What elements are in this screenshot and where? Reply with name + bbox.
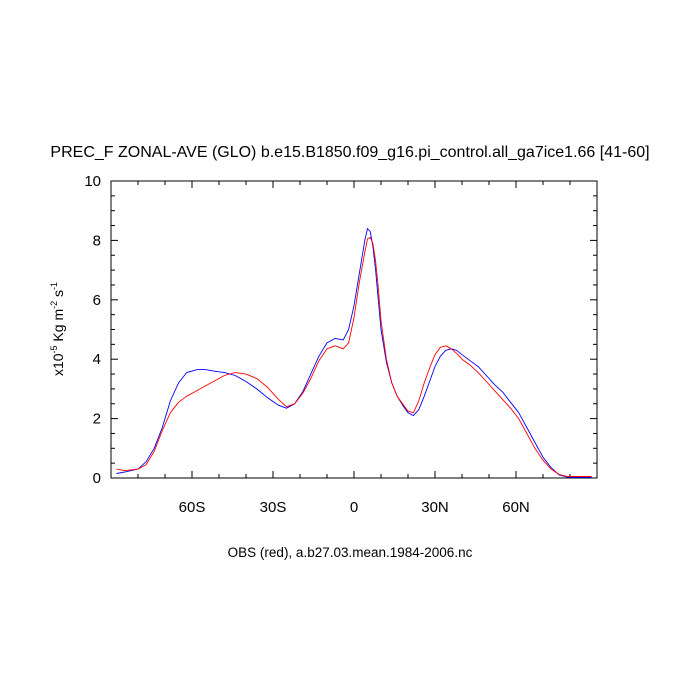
y-axis-label: x10-5 Kg m-2 s-1 (49, 282, 66, 376)
chart-title: PREC_F ZONAL-AVE (GLO) b.e15.B1850.f09_g… (50, 144, 649, 161)
series-line-obs (116, 236, 592, 477)
x-tick-label: 60N (502, 499, 530, 516)
y-tick-label: 2 (93, 411, 101, 428)
x-tick-label: 30N (421, 499, 449, 516)
x-tick-label: 0 (350, 499, 358, 516)
x-axis-caption: OBS (red), a.b27.03.mean.1984-2006.nc (228, 545, 473, 560)
ticks: 0 2 4 6 8 10 60S 30S 0 30N 60N (84, 173, 597, 516)
y-axis-label-unit2: s (50, 290, 66, 301)
y-tick-label: 6 (93, 292, 101, 309)
plot-frame (110, 180, 598, 479)
x-tick-label: 60S (179, 499, 206, 516)
series-line-model (116, 228, 592, 478)
y-axis-label-exp3: -1 (49, 282, 59, 290)
series-layer (116, 228, 592, 478)
x-tick-label: 30S (260, 499, 287, 516)
y-axis-label-exp1: -5 (49, 345, 59, 353)
y-tick-label: 10 (84, 173, 101, 190)
y-axis-label-exp2: -2 (49, 301, 59, 309)
y-axis-label-prefix: x10 (50, 353, 66, 376)
y-axis-label-unit: Kg m (50, 309, 66, 346)
y-tick-label: 8 (93, 232, 101, 249)
y-tick-label: 0 (93, 470, 101, 487)
y-tick-label: 4 (93, 351, 101, 368)
